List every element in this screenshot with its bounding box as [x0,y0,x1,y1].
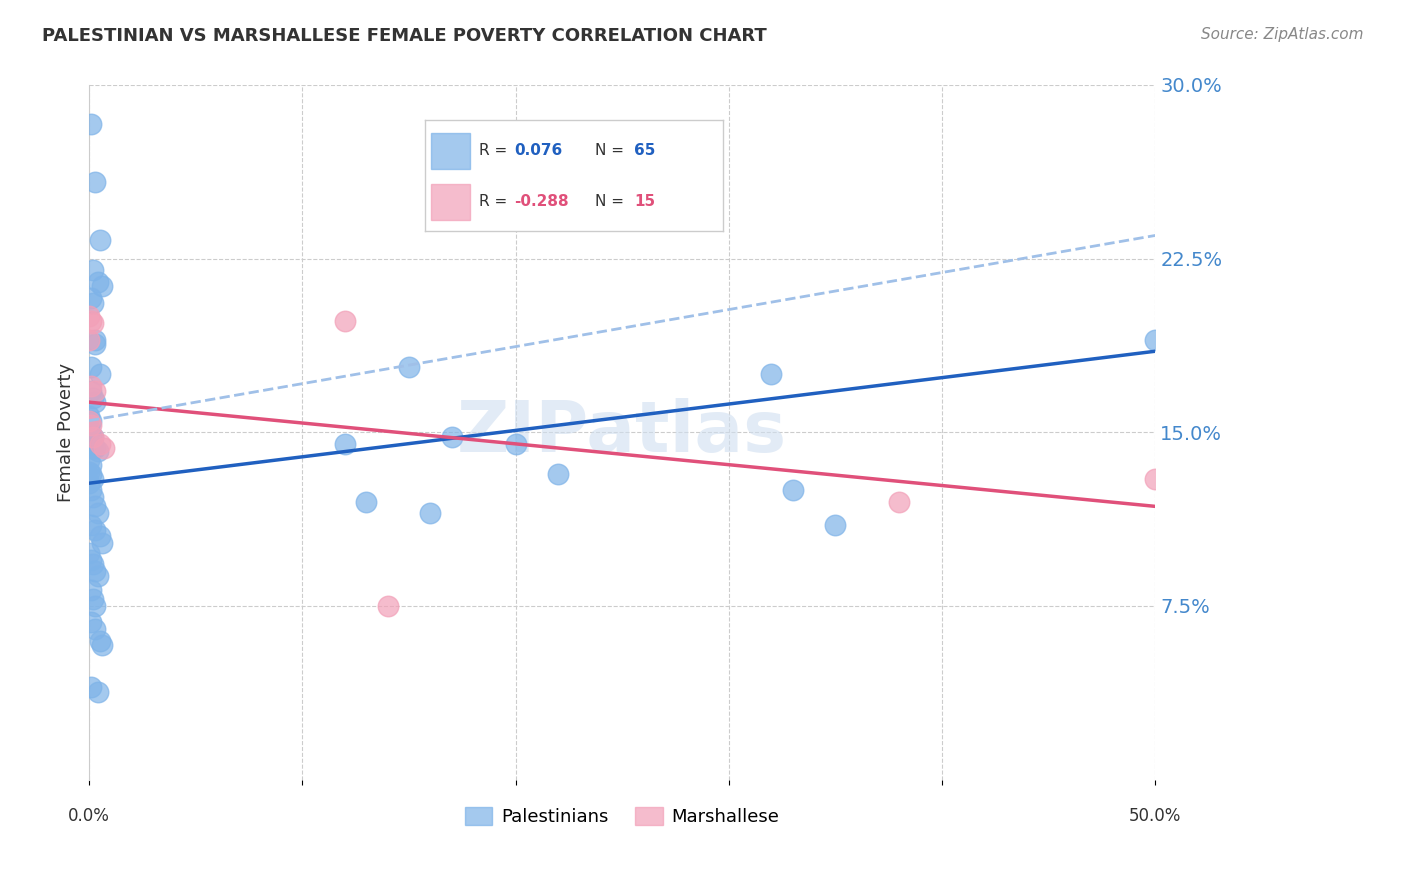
Point [77,476,100,491]
Point [93,442,115,456]
Point [89,233,111,247]
Point [77,409,100,423]
Point [77,546,100,560]
Text: 0.0%: 0.0% [67,807,110,825]
Point [90,279,112,293]
Point [86,506,108,520]
Point [84,500,107,514]
Point [86,443,108,458]
Point [89,529,111,543]
Point [505,437,527,451]
Y-axis label: Female Poverty: Female Poverty [58,363,75,502]
Point [86,684,108,698]
Point [356,494,378,508]
Point [77,453,100,467]
Point [89,633,111,648]
Point [440,430,463,444]
Point [77,437,100,451]
Point [86,569,108,583]
Point [84,175,107,189]
Point [84,384,107,398]
Point [333,437,356,451]
Point [80,430,103,444]
Point [80,442,103,456]
Point [889,494,911,508]
Point [398,360,420,375]
Point [89,368,111,382]
Point [77,420,100,434]
Point [80,552,103,566]
Point [82,430,104,444]
Point [377,599,399,613]
Legend: Palestinians, Marshallese: Palestinians, Marshallese [458,799,787,833]
Point [80,379,103,393]
Text: PALESTINIAN VS MARSHALLESE FEMALE POVERTY CORRELATION CHART: PALESTINIAN VS MARSHALLESE FEMALE POVERT… [42,27,766,45]
Point [84,333,107,347]
Point [761,368,783,382]
Point [1144,333,1167,347]
Point [82,317,104,331]
Point [80,414,103,428]
Point [1144,472,1167,486]
Point [82,430,104,444]
Point [77,465,100,479]
Point [419,506,441,520]
Point [80,483,103,498]
Point [80,314,103,328]
Point [80,467,103,481]
Point [84,599,107,613]
Point [82,391,104,405]
Point [86,275,108,289]
Point [80,117,103,131]
Point [84,523,107,537]
Point [77,414,100,428]
Point [80,384,103,398]
Point [782,483,804,498]
Point [84,564,107,578]
Point [80,360,103,375]
Point [84,395,107,409]
Point [333,314,356,328]
Point [90,536,112,550]
Text: Source: ZipAtlas.com: Source: ZipAtlas.com [1201,27,1364,42]
Point [824,517,846,532]
Point [77,425,100,440]
Point [82,263,104,277]
Point [84,337,107,351]
Point [80,680,103,694]
Point [84,622,107,636]
Point [80,517,103,532]
Point [84,442,107,456]
Point [77,310,100,324]
Point [80,418,103,433]
Point [82,472,104,486]
Point [80,582,103,597]
Point [82,490,104,504]
Text: ZIPatlas: ZIPatlas [457,398,787,467]
Point [82,295,104,310]
Point [80,291,103,305]
Text: 50.0%: 50.0% [1129,807,1181,825]
Point [82,558,104,572]
Point [80,458,103,472]
Point [82,442,104,456]
Point [82,592,104,607]
Point [80,615,103,629]
Point [547,467,569,481]
Point [77,333,100,347]
Point [90,638,112,652]
Point [89,437,111,451]
